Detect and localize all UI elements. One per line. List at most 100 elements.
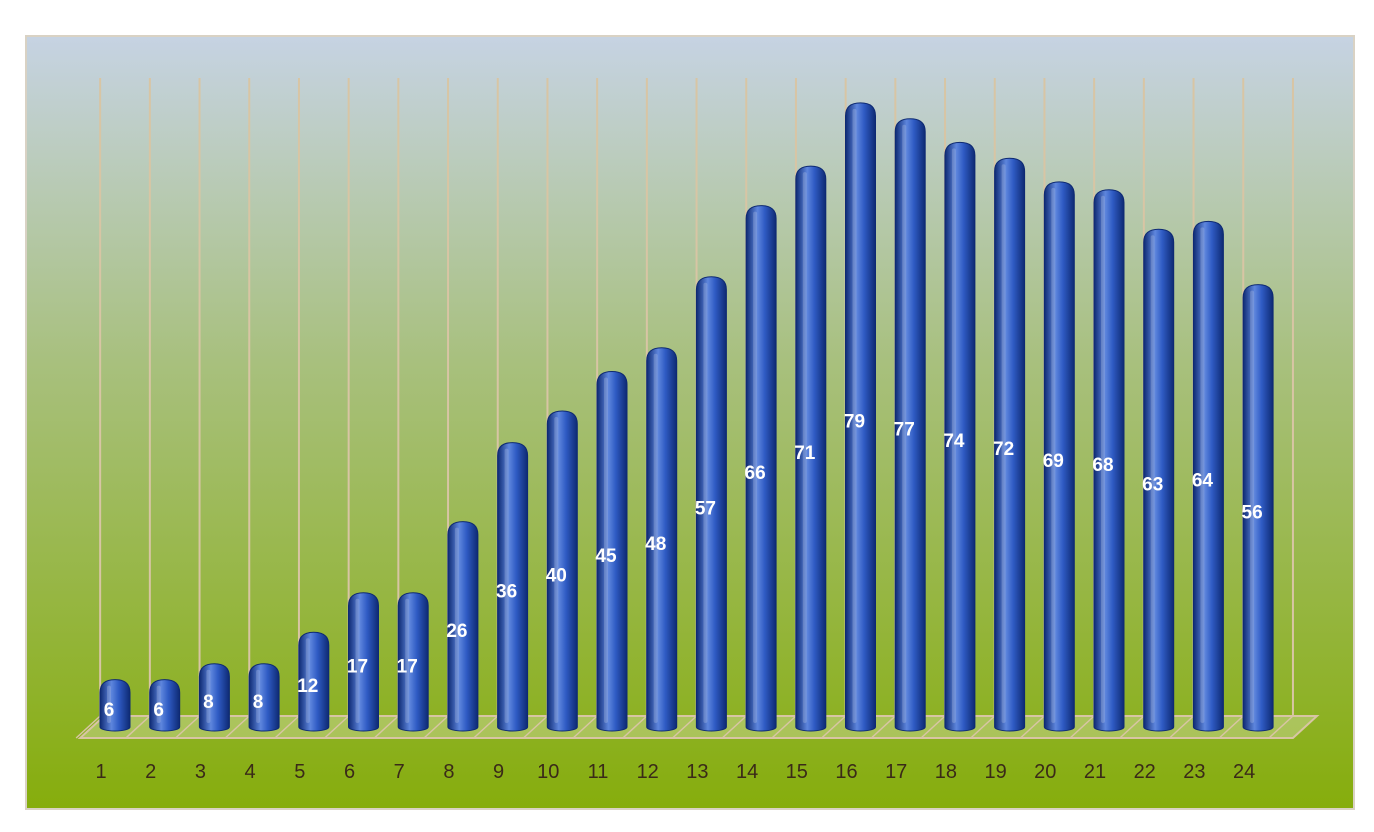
- x-tick-label: 6: [344, 761, 355, 783]
- data-label: 56: [1242, 502, 1263, 523]
- bar-body: [248, 663, 280, 732]
- plot-background: [25, 35, 1355, 810]
- data-label: 64: [1192, 471, 1214, 492]
- x-tick-label: 22: [1134, 761, 1156, 783]
- x-tick-label: 12: [637, 761, 659, 783]
- floor-gridline: [1019, 715, 1045, 739]
- bar-highlight: [802, 172, 807, 724]
- bar-15: [795, 165, 827, 732]
- x-tick-label: 3: [195, 761, 206, 783]
- floor-gridline: [473, 715, 499, 739]
- bar-highlight: [355, 598, 360, 723]
- bar-21: [1093, 189, 1125, 732]
- bar-highlight: [1250, 290, 1255, 723]
- floor-gridline: [324, 715, 350, 739]
- bar-9: [497, 442, 529, 732]
- bar-8: [447, 521, 479, 732]
- bar-body: [1192, 220, 1224, 732]
- bar-body: [397, 592, 429, 732]
- floor-gridline: [175, 715, 201, 739]
- x-tick-label: 4: [245, 761, 256, 783]
- data-label: 66: [745, 463, 766, 484]
- floor-gridline: [572, 715, 598, 739]
- bar-body: [99, 679, 131, 732]
- x-tick-label: 24: [1233, 761, 1255, 783]
- bar-highlight: [653, 353, 658, 723]
- bar-body: [944, 141, 976, 732]
- bar-highlight: [753, 211, 758, 723]
- bar-highlight: [1150, 235, 1155, 724]
- floor-gridline: [1268, 715, 1294, 739]
- bar-19: [994, 157, 1026, 732]
- data-label: 40: [546, 566, 567, 587]
- data-label: 77: [894, 419, 915, 440]
- x-tick-label: 9: [493, 761, 504, 783]
- bar-22: [1143, 228, 1175, 732]
- data-label: 45: [595, 546, 617, 567]
- bar-body: [348, 592, 379, 732]
- floor-gridline: [1119, 715, 1145, 739]
- floor-gridline: [920, 715, 946, 739]
- bar-highlight: [852, 108, 857, 723]
- bar-body: [845, 102, 876, 732]
- bar-highlight: [1101, 195, 1105, 724]
- x-tick-label: 20: [1034, 761, 1056, 783]
- data-label: 6: [153, 700, 164, 721]
- x-tick-label: 7: [394, 761, 405, 783]
- data-label: 57: [695, 498, 716, 519]
- bar-body: [695, 276, 727, 732]
- bar-2: [149, 679, 181, 732]
- floor-gridline: [721, 715, 747, 739]
- bar-23: [1192, 220, 1224, 732]
- bar-6: [348, 592, 379, 732]
- bar-body: [447, 521, 479, 732]
- bar-17: [894, 118, 926, 732]
- bar-body: [994, 157, 1026, 732]
- bar-body: [298, 631, 330, 732]
- floor-gridline: [821, 715, 847, 739]
- data-label: 8: [203, 692, 214, 713]
- data-label: 74: [943, 431, 965, 452]
- bar-highlight: [305, 638, 310, 723]
- bar-body: [1043, 181, 1075, 732]
- floor-gridline: [870, 715, 896, 739]
- data-label: 12: [297, 676, 318, 697]
- bar-body: [198, 663, 230, 732]
- bar-5: [298, 631, 330, 732]
- bar-highlight: [1200, 227, 1205, 723]
- bar-7: [397, 592, 429, 732]
- bar-14: [745, 205, 777, 732]
- bars: [99, 102, 1274, 732]
- data-label: 71: [794, 443, 816, 464]
- bar-body: [596, 370, 628, 732]
- bar-10: [546, 410, 578, 732]
- data-label: 6: [104, 700, 115, 721]
- bar-24: [1242, 284, 1274, 732]
- bar-highlight: [454, 527, 459, 723]
- floor-gridline: [373, 715, 399, 739]
- bar-highlight: [504, 448, 509, 723]
- bar-highlight: [554, 417, 559, 723]
- x-tick-label: 18: [935, 761, 957, 783]
- x-tick-label: 14: [736, 761, 758, 783]
- data-label: 8: [253, 692, 264, 713]
- data-label: 63: [1142, 475, 1163, 496]
- bar-highlight: [951, 148, 956, 723]
- bar-highlight: [1051, 187, 1056, 723]
- floor-gridline: [672, 715, 698, 739]
- data-label: 17: [397, 656, 418, 677]
- floor-gridline: [771, 715, 797, 739]
- x-tick-label: 23: [1183, 761, 1205, 783]
- floor-gridline: [970, 715, 996, 739]
- floor-gridline: [622, 715, 648, 739]
- bar-body: [546, 410, 578, 732]
- bar-3: [198, 663, 230, 732]
- x-tick-label: 15: [786, 761, 808, 783]
- bar-highlight: [1001, 164, 1006, 723]
- bar-13: [695, 276, 727, 732]
- x-tick-label: 19: [984, 761, 1006, 783]
- x-tick-label: 21: [1084, 761, 1106, 783]
- bar-highlight: [107, 685, 111, 723]
